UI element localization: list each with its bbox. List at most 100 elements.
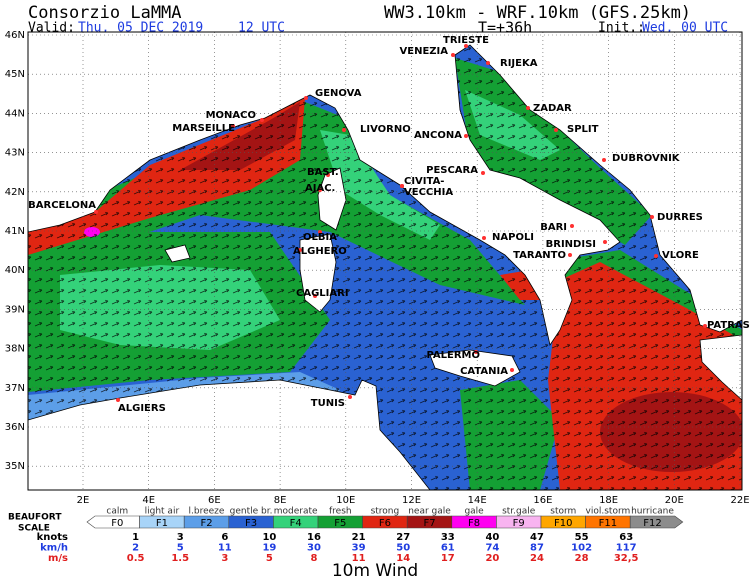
scale-desc: near gale <box>408 507 451 517</box>
city-label: TRIESTE <box>443 35 489 46</box>
land <box>164 244 191 263</box>
scale-value: 1 <box>132 532 139 543</box>
scale-value: 0.5 <box>127 553 145 564</box>
city-dot <box>554 128 558 132</box>
scale-value: 20 <box>485 553 499 564</box>
lat-label: 43N <box>5 148 25 159</box>
scale-value: 27 <box>396 532 410 543</box>
scale-value: 2 <box>132 543 139 554</box>
scale-desc: moderate <box>274 507 318 517</box>
scale-value: 14 <box>396 553 410 564</box>
scale-title: BEAUFORT <box>8 513 62 523</box>
lon-label: 20E <box>665 495 684 506</box>
city-label: MONACO <box>206 110 256 121</box>
city-label: PESCARA <box>426 165 478 176</box>
city-dot <box>326 173 330 177</box>
city-label: OLBIA <box>303 232 337 243</box>
scale-value: 16 <box>307 532 321 543</box>
scale-value: 11 <box>352 553 366 564</box>
scale-value: 24 <box>530 553 544 564</box>
lon-label: 8E <box>274 495 287 506</box>
scale-value: 50 <box>396 543 410 554</box>
city-label: MARSEILLE <box>172 123 235 134</box>
scale-value: 8 <box>311 553 318 564</box>
scale-level: F1 <box>156 518 168 529</box>
scale-desc: l.breeze <box>189 507 225 517</box>
land <box>299 233 337 313</box>
scale-desc: viol.storm <box>586 507 631 517</box>
city-dot <box>348 395 352 399</box>
map <box>28 32 742 490</box>
city-dot <box>602 158 606 162</box>
scale-level: F5 <box>334 518 346 529</box>
scale-value: 28 <box>575 553 589 564</box>
scale-value: 10 <box>262 532 276 543</box>
city-dot <box>231 124 235 128</box>
city-dot <box>451 53 455 57</box>
city-label: PALERMO <box>426 350 480 361</box>
city-dot <box>260 118 264 122</box>
city-dot <box>464 134 468 138</box>
city-label: DURRES <box>657 212 703 223</box>
land <box>28 379 431 490</box>
city-dot <box>568 253 572 257</box>
scale-value: 32,5 <box>614 553 639 564</box>
scale-value: 63 <box>619 532 633 543</box>
city-dot <box>298 248 302 252</box>
city-dot <box>654 254 658 258</box>
scale-value: 11 <box>218 543 232 554</box>
scale-unit: km/h <box>40 543 68 554</box>
scale-value: 102 <box>571 543 592 554</box>
city-label: AJAC. <box>305 183 335 194</box>
city-dot <box>304 96 308 100</box>
city-dot <box>400 184 404 188</box>
scale-value: 74 <box>485 543 499 554</box>
city-label: PATRAS <box>707 320 750 331</box>
scale-value: 21 <box>352 532 366 543</box>
scale-desc: light air <box>145 507 180 517</box>
city-dot <box>318 230 322 234</box>
scale-value: 3 <box>177 532 184 543</box>
lat-label: 44N <box>5 108 25 119</box>
scale-box <box>629 515 684 529</box>
scale-level: F7 <box>423 518 435 529</box>
scale-unit: knots <box>37 532 68 543</box>
city-dot <box>526 106 530 110</box>
city-label: SPLIT <box>567 124 599 135</box>
city-dot <box>603 240 607 244</box>
scale-level: F12 <box>643 518 661 529</box>
scale-level: F4 <box>290 518 302 529</box>
scale-desc: storm <box>550 507 576 517</box>
city-dot <box>116 398 120 402</box>
city-label: ALGIERS <box>118 403 166 414</box>
scale-desc: gentle br. <box>230 507 273 517</box>
scale-value: 40 <box>485 532 499 543</box>
scale-desc: fresh <box>329 507 352 517</box>
city-dot <box>481 171 485 175</box>
scale-desc: calm <box>106 507 128 517</box>
lat-label: 38N <box>5 344 25 355</box>
scale-level: F0 <box>111 518 123 529</box>
scale-value: 5 <box>266 553 273 564</box>
map-frame <box>27 31 743 491</box>
graticule: 46N 45N 44N 43N 42N 41N 40N 39N 38N 37N 36N 35N 2E 4E… <box>5 30 750 506</box>
scale-value: 6 <box>221 532 228 543</box>
city-dot <box>510 368 514 372</box>
city-label: VECCHIA <box>404 187 453 198</box>
lon-label: 12E <box>402 495 421 506</box>
city-dot <box>318 188 322 192</box>
scale-value: 117 <box>616 543 637 554</box>
city-label: BAST. <box>307 167 339 178</box>
scale-level: F6 <box>379 518 391 529</box>
scale-value: 39 <box>352 543 366 554</box>
city-dot <box>464 44 468 48</box>
city-dot <box>650 215 654 219</box>
scale-level: F2 <box>200 518 212 529</box>
scale-value: 61 <box>441 543 455 554</box>
scale-unit: m/s <box>48 553 68 564</box>
city-dot <box>94 210 98 214</box>
city-label: DUBROVNIK <box>612 153 681 164</box>
